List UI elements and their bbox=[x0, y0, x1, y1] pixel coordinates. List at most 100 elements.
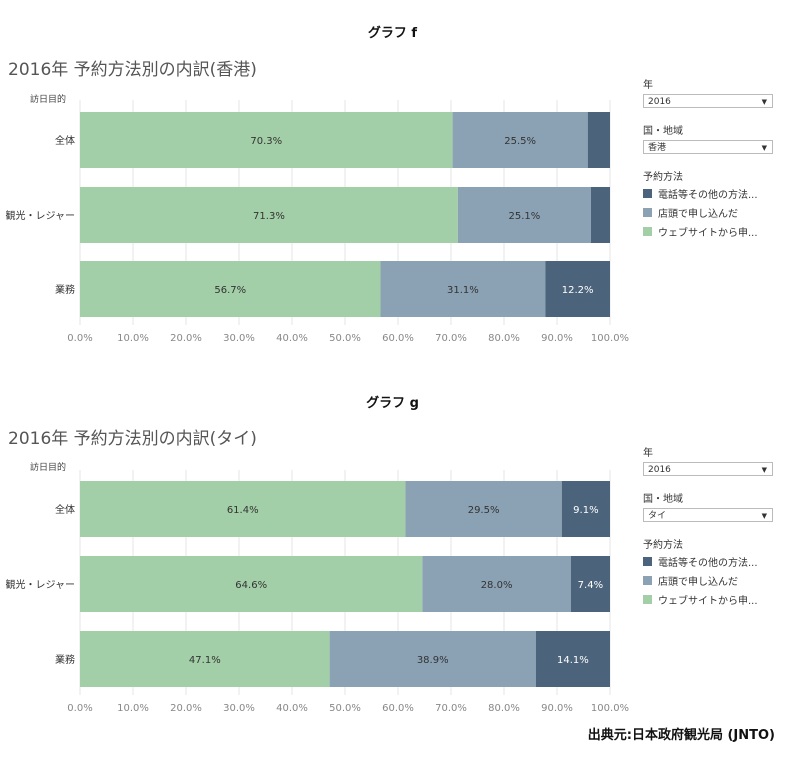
bar-segment bbox=[80, 631, 330, 687]
chart-f-plot: 0.0% 10.0% 20.0% 30.0% 40.0% 50.0% 60.0% 70.0% 8… bbox=[6, 100, 629, 344]
x-tick-label: 100.0% bbox=[591, 703, 629, 714]
legend-item-store[interactable]: 店頭で申し込んだ bbox=[643, 573, 783, 588]
data-label: 31.1% bbox=[447, 285, 479, 296]
chart-f-legend: 電話等その他の方法... 店頭で申し込んだ ウェブサイトから申... bbox=[643, 186, 783, 239]
bar-segment bbox=[561, 481, 610, 537]
bar-segment bbox=[80, 481, 406, 537]
legend-label: 電話等その他の方法... bbox=[658, 558, 758, 569]
legend-label: ウェブサイトから申... bbox=[658, 228, 758, 239]
bar-segment bbox=[80, 187, 458, 243]
bar-segment bbox=[80, 261, 381, 317]
x-tick-label: 0.0% bbox=[67, 703, 92, 714]
legend-label: 店頭で申し込んだ bbox=[658, 577, 738, 588]
bar-segment bbox=[80, 556, 423, 612]
region-filter-value: 香港 bbox=[648, 143, 667, 153]
source-note: 出典元:日本政府観光局 (JNTO) bbox=[587, 728, 775, 743]
x-tick-label: 30.0% bbox=[223, 703, 255, 714]
data-label: 47.1% bbox=[189, 655, 221, 666]
x-tick-label: 70.0% bbox=[435, 333, 467, 344]
year-filter-value: 2016 bbox=[648, 97, 671, 107]
data-label: 25.5% bbox=[504, 136, 536, 147]
category-label: 業務 bbox=[55, 653, 75, 666]
data-label: 38.9% bbox=[417, 655, 449, 666]
legend-item-web[interactable]: ウェブサイトから申... bbox=[643, 592, 783, 607]
chart-f-title: 2016年 予約方法別の内訳(香港) bbox=[8, 60, 257, 80]
bar-segment bbox=[457, 187, 591, 243]
x-tick-label: 90.0% bbox=[541, 703, 573, 714]
bar-segment bbox=[570, 556, 610, 612]
chart-g-ylabel: 訪日目的 bbox=[30, 463, 67, 473]
data-label: 70.3% bbox=[250, 136, 282, 147]
legend-swatch-web bbox=[643, 595, 652, 604]
x-tick-label: 50.0% bbox=[329, 703, 361, 714]
bar-segment bbox=[590, 187, 610, 243]
legend-swatch-phone bbox=[643, 189, 652, 198]
x-tick-label: 100.0% bbox=[591, 333, 629, 344]
chevron-down-icon: ▼ bbox=[761, 98, 767, 106]
x-tick-label: 10.0% bbox=[117, 333, 149, 344]
x-tick-label: 20.0% bbox=[170, 333, 202, 344]
legend-item-phone[interactable]: 電話等その他の方法... bbox=[643, 554, 783, 569]
year-filter-value: 2016 bbox=[648, 465, 671, 475]
data-label: 29.5% bbox=[468, 505, 500, 516]
region-filter-select[interactable]: タイ ▼ bbox=[643, 508, 773, 522]
x-tick-label: 40.0% bbox=[276, 703, 308, 714]
data-label: 25.1% bbox=[509, 211, 541, 222]
x-tick-label: 40.0% bbox=[276, 333, 308, 344]
data-label: 7.4% bbox=[578, 580, 603, 591]
bar-segment bbox=[380, 261, 546, 317]
chevron-down-icon: ▼ bbox=[761, 512, 767, 520]
legend-label: 電話等その他の方法... bbox=[658, 190, 758, 201]
chart-f-filters: 年 2016 ▼ 国・地域 香港 ▼ 予約方法 電話等その他の方法... 店頭で… bbox=[643, 76, 783, 243]
legend-item-store[interactable]: 店頭で申し込んだ bbox=[643, 205, 783, 220]
chevron-down-icon: ▼ bbox=[761, 144, 767, 152]
year-filter-label: 年 bbox=[643, 448, 653, 459]
chart-g-title: 2016年 予約方法別の内訳(タイ) bbox=[8, 429, 257, 449]
region-filter-label: 国・地域 bbox=[643, 126, 683, 137]
data-label: 71.3% bbox=[253, 211, 285, 222]
bar-segment bbox=[80, 112, 453, 168]
year-filter-select[interactable]: 2016 ▼ bbox=[643, 462, 773, 476]
graph-f-label: グラフ f bbox=[367, 26, 418, 41]
bar-segment bbox=[405, 481, 562, 537]
legend-label: 店頭で申し込んだ bbox=[658, 209, 738, 220]
region-filter-label: 国・地域 bbox=[643, 494, 683, 505]
data-label: 28.0% bbox=[481, 580, 513, 591]
data-label: 64.6% bbox=[235, 580, 267, 591]
x-tick-label: 0.0% bbox=[67, 333, 92, 344]
data-label: 61.4% bbox=[227, 505, 259, 516]
bar-segment bbox=[587, 112, 610, 168]
x-tick-label: 30.0% bbox=[223, 333, 255, 344]
data-label: 56.7% bbox=[214, 285, 246, 296]
x-tick-label: 90.0% bbox=[541, 333, 573, 344]
bar-segment bbox=[329, 631, 536, 687]
x-tick-label: 20.0% bbox=[170, 703, 202, 714]
x-tick-label: 60.0% bbox=[382, 333, 414, 344]
chart-g-filters: 年 2016 ▼ 国・地域 タイ ▼ 予約方法 電話等その他の方法... 店頭で… bbox=[643, 444, 783, 611]
bar-segment bbox=[545, 261, 610, 317]
x-tick-label: 50.0% bbox=[329, 333, 361, 344]
legend-swatch-web bbox=[643, 227, 652, 236]
legend-swatch-store bbox=[643, 208, 652, 217]
x-tick-label: 70.0% bbox=[435, 703, 467, 714]
legend-label: ウェブサイトから申... bbox=[658, 596, 758, 607]
chart-g-plot: 0.0% 10.0% 20.0% 30.0% 40.0% 50.0% 60.0% 70.0% 8… bbox=[6, 470, 629, 714]
year-filter-select[interactable]: 2016 ▼ bbox=[643, 94, 773, 108]
legend-item-phone[interactable]: 電話等その他の方法... bbox=[643, 186, 783, 201]
chart-f-ylabel: 訪日目的 bbox=[30, 95, 67, 105]
legend-swatch-phone bbox=[643, 557, 652, 566]
category-label: 観光・レジャー bbox=[6, 209, 76, 222]
method-legend-label: 予約方法 bbox=[643, 540, 683, 551]
x-tick-label: 80.0% bbox=[488, 703, 520, 714]
chart-g-legend: 電話等その他の方法... 店頭で申し込んだ ウェブサイトから申... bbox=[643, 554, 783, 607]
legend-swatch-store bbox=[643, 576, 652, 585]
data-label: 14.1% bbox=[557, 655, 589, 666]
region-filter-select[interactable]: 香港 ▼ bbox=[643, 140, 773, 154]
year-filter-label: 年 bbox=[643, 80, 653, 91]
chevron-down-icon: ▼ bbox=[761, 466, 767, 474]
legend-item-web[interactable]: ウェブサイトから申... bbox=[643, 224, 783, 239]
x-tick-label: 10.0% bbox=[117, 703, 149, 714]
bar-segment bbox=[452, 112, 588, 168]
x-tick-label: 80.0% bbox=[488, 333, 520, 344]
category-label: 全体 bbox=[55, 134, 75, 147]
